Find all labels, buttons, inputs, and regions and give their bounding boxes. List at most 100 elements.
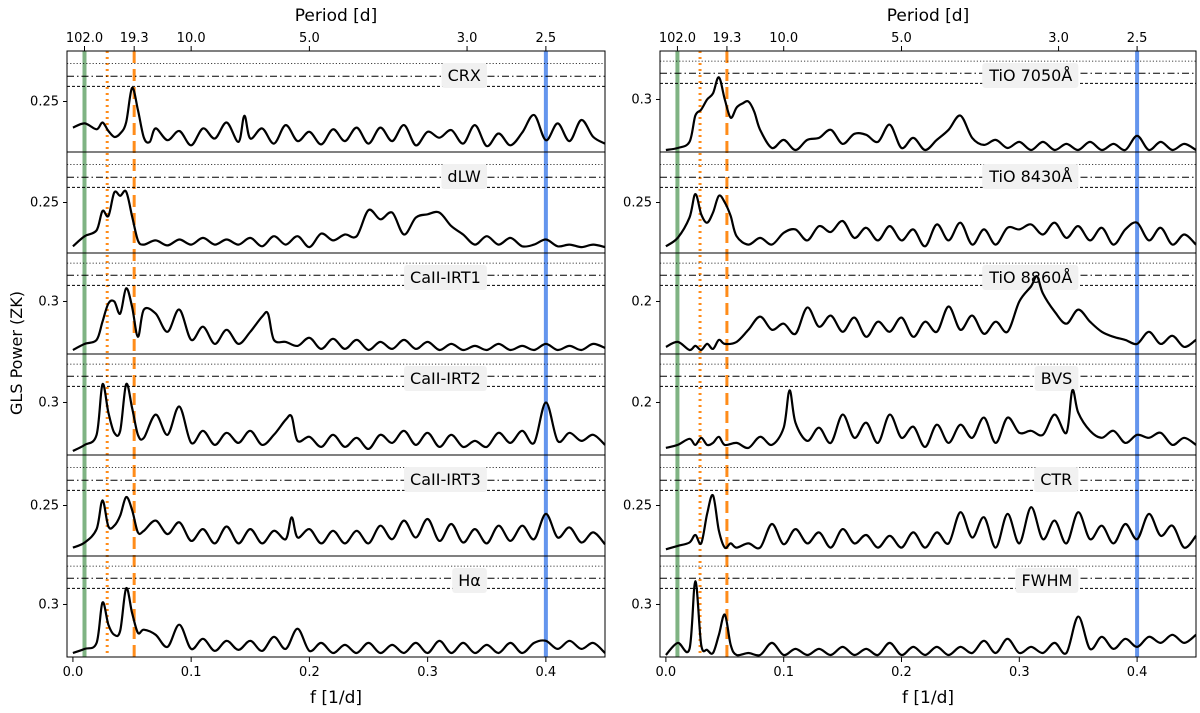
x-tick-label: 0.4: [536, 665, 557, 680]
x-tick-label: 0.2: [891, 665, 912, 680]
period-axis-title: Period [d]: [295, 6, 377, 26]
x-tick-label: 0.0: [656, 665, 677, 680]
left-panel-4: CaII-IRT2 0.3: [38, 353, 606, 456]
panel-label: TiO 7050Å: [988, 66, 1072, 85]
period-tick-label: 2.5: [536, 31, 557, 46]
x-tick-label: 0.4: [1127, 665, 1148, 680]
y-tick-label: 0.25: [30, 499, 59, 514]
periodogram-line: [72, 189, 606, 249]
x-tick-label: 0.2: [299, 665, 320, 680]
x-axis-title: f [1/d]: [902, 688, 954, 708]
panel-label: BVS: [1041, 369, 1073, 388]
period-tick-label: 5.0: [891, 31, 912, 46]
panel-label-box: [452, 568, 487, 593]
panel-frame: [66, 50, 606, 153]
right-panel-3: TiO 8860Å 0.2: [631, 252, 1197, 355]
panel-label-box: [404, 366, 487, 391]
period-axis-title: Period [d]: [887, 6, 969, 26]
periodogram-line: [665, 493, 1197, 551]
panel-label: CaII-IRT3: [410, 470, 481, 489]
x-tick-label: 0.1: [773, 665, 794, 680]
panel-frame: [659, 50, 1197, 153]
y-tick-label: 0.25: [30, 196, 59, 211]
y-tick-label: 0.25: [30, 95, 59, 110]
panel-label-box: [404, 265, 487, 290]
period-tick-label: 102.0: [66, 31, 103, 46]
y-tick-label: 0.3: [38, 395, 59, 410]
periodogram-line: [72, 495, 606, 549]
panel-label-box: [441, 164, 488, 189]
periodogram-line: [665, 580, 1197, 657]
panel-label-box: [404, 467, 487, 492]
panel-frame: [66, 353, 606, 456]
x-axis-title: f [1/d]: [310, 688, 362, 708]
x-tick-label: 0.1: [181, 665, 202, 680]
periodogram-line: [72, 287, 606, 352]
panel-label-box: [1015, 568, 1079, 593]
left-panel-2: dLW 0.25: [30, 151, 606, 254]
period-tick-label: 3.0: [1048, 31, 1069, 46]
y-axis-label: GLS Power (ZK): [7, 291, 26, 415]
periodogram-line: [665, 76, 1197, 152]
panel-label-box: [982, 63, 1079, 88]
y-tick-label: 0.2: [631, 395, 652, 410]
panel-label-box: [441, 63, 487, 88]
x-tick-label: 0.3: [1009, 665, 1030, 680]
right-panel-6: FWHM 0.3: [631, 555, 1197, 658]
periodogram-line: [665, 388, 1197, 450]
panel-frame: [66, 555, 606, 658]
y-tick-label: 0.3: [631, 597, 652, 612]
panel-label: TiO 8860Å: [988, 268, 1072, 287]
periodogram-line: [72, 382, 606, 452]
period-tick-label: 5.0: [299, 31, 320, 46]
y-tick-label: 0.3: [631, 92, 652, 107]
periodogram-line: [665, 192, 1197, 248]
right-panel-5: CTR 0.25: [623, 454, 1197, 557]
right-panel-4: BVS 0.2: [631, 353, 1197, 456]
panel-label: CaII-IRT2: [410, 369, 481, 388]
panel-frame: [66, 252, 606, 355]
period-tick-label: 19.3: [120, 31, 149, 46]
panel-frame: [659, 151, 1197, 254]
panel-label: Hα: [458, 571, 481, 590]
panel-label: FWHM: [1021, 571, 1072, 590]
period-tick-label: 19.3: [712, 31, 741, 46]
panel-label: CaII-IRT1: [410, 268, 481, 287]
period-tick-label: 102.0: [659, 31, 696, 46]
periodogram-line: [72, 86, 606, 148]
y-tick-label: 0.3: [38, 597, 59, 612]
panel-label-box: [982, 164, 1079, 189]
left-panel-6: Hα 0.3: [38, 555, 606, 658]
panel-label: TiO 8430Å: [988, 167, 1072, 186]
left-panel-3: CaII-IRT1 0.3: [38, 252, 606, 355]
left-panel-5: CaII-IRT3 0.25: [30, 454, 606, 557]
panel-frame: [66, 151, 606, 254]
y-tick-label: 0.3: [38, 294, 59, 309]
period-tick-label: 2.5: [1127, 31, 1148, 46]
period-tick-label: 3.0: [457, 31, 478, 46]
panel-label-box: [1034, 366, 1079, 391]
panel-label: dLW: [447, 167, 481, 186]
left-periodogram-column: CRX0.25dLW0.25CaII-IRT10.3CaII-IRT20.3Ca…: [30, 6, 606, 708]
panel-label-box: [1034, 467, 1079, 492]
x-tick-label: 0.0: [63, 665, 84, 680]
y-tick-label: 0.25: [623, 196, 652, 211]
periodogram-line: [72, 587, 606, 655]
panel-frame: [66, 454, 606, 557]
right-panel-1: TiO 7050Å 0.3: [631, 50, 1197, 153]
panel-label-box: [982, 265, 1079, 290]
panel-label: CRX: [448, 66, 481, 85]
left-panel-1: CRX 0.25: [30, 50, 606, 153]
periodogram-line: [665, 275, 1197, 352]
period-tick-label: 10.0: [769, 31, 798, 46]
x-tick-label: 0.3: [417, 665, 438, 680]
panel-label: CTR: [1040, 470, 1072, 489]
panel-frame: [659, 353, 1197, 456]
panel-frame: [659, 555, 1197, 658]
period-tick-label: 10.0: [177, 31, 206, 46]
right-panel-2: TiO 8430Å 0.25: [623, 151, 1197, 254]
y-tick-label: 0.2: [631, 294, 652, 309]
y-tick-label: 0.25: [623, 499, 652, 514]
